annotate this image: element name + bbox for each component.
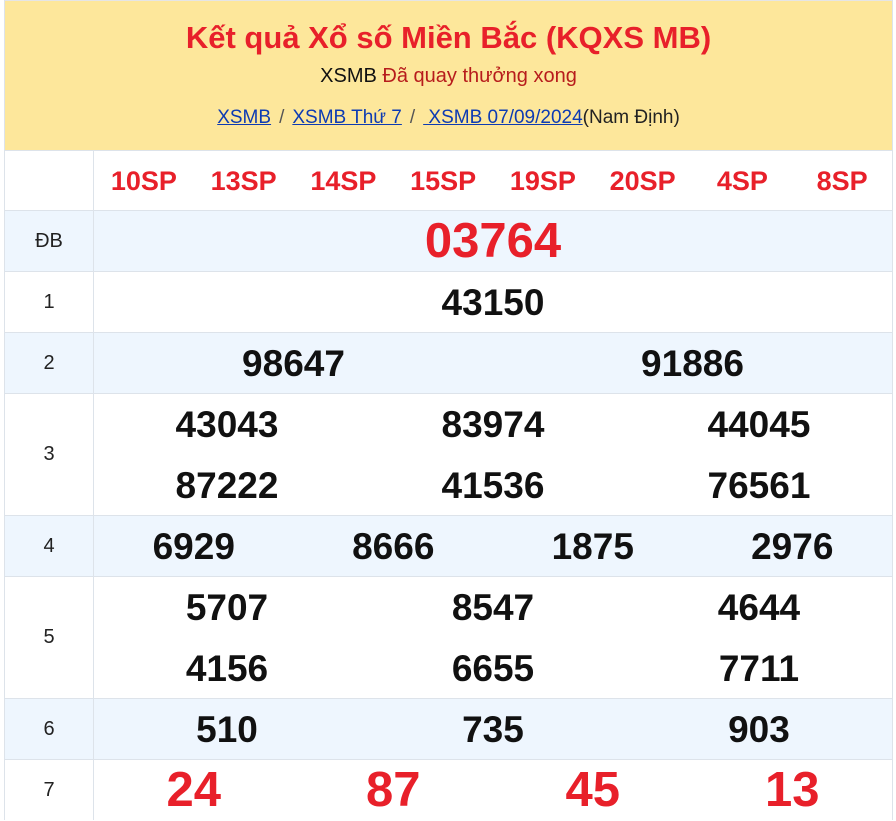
draw-status: XSMB Đã quay thưởng xong	[5, 63, 892, 89]
prize-number: 510	[196, 708, 258, 750]
breadcrumb-separator: /	[279, 107, 285, 128]
prize-label: 1	[5, 272, 94, 332]
prize-number: 7711	[718, 647, 800, 689]
prize-number: 5707	[185, 586, 269, 628]
prize-number: 6655	[451, 647, 535, 689]
prize-row: 3 43043 83974 44045 87222 41536 76561	[5, 393, 892, 515]
prize-number: 4644	[717, 586, 801, 628]
prize-number: 44045	[707, 403, 811, 445]
prize-numbers: 43150	[94, 272, 892, 332]
prize-row: 4 6929 8666 1875 2976	[5, 515, 892, 576]
prize-number: 43043	[175, 403, 279, 445]
prize-row: ĐB 03764	[5, 210, 892, 271]
prize-numbers: 6929 8666 1875 2976	[94, 516, 892, 576]
breadcrumb-separator: /	[409, 107, 416, 128]
prize-code: 19SP	[509, 165, 576, 196]
prize-number: 91886	[641, 342, 744, 384]
breadcrumb-xsmb-thu-7[interactable]: XSMB Thứ 7	[292, 107, 402, 128]
status-text: Đã quay thưởng xong	[382, 65, 577, 87]
prize-number: 8666	[352, 525, 435, 567]
prize-number: 1875	[551, 525, 634, 567]
prize-number: 8547	[451, 586, 535, 628]
breadcrumb-xsmb[interactable]: XSMB	[217, 107, 272, 128]
prize-number: 43150	[441, 281, 545, 323]
prize-numbers: 5707 8547 4644 4156 6655 7711	[94, 577, 892, 698]
prize-code: 13SP	[210, 165, 277, 196]
province-label: (Nam Định)	[582, 107, 680, 128]
prize-number: 903	[728, 708, 790, 750]
prize-number: 87222	[175, 464, 279, 506]
prize-label: 6	[5, 699, 94, 759]
prize-number: 41536	[441, 464, 545, 506]
prize-numbers: 24 87 45 13	[94, 760, 892, 820]
prize-code: 15SP	[410, 165, 477, 196]
prize-label: 4	[5, 516, 94, 576]
prize-row: 2 98647 91886	[5, 332, 892, 393]
prize-number: 87	[365, 762, 421, 817]
prize-code: 8SP	[816, 165, 868, 196]
breadcrumb-xsmb-date[interactable]: XSMB 07/09/2024	[423, 107, 583, 128]
prize-number: 83974	[441, 403, 545, 445]
prize-numbers: 03764	[94, 211, 892, 271]
results-table: 10SP 13SP 14SP 15SP 19SP 20SP 4SP 8SP ĐB 03764 1 43…	[5, 150, 892, 820]
prize-numbers: 510 735 903	[94, 699, 892, 759]
prize-number: 6929	[152, 525, 235, 567]
page-title: Kết quả Xổ số Miền Bắc (KQXS MB)	[185, 20, 712, 55]
prize-number: 2976	[751, 525, 834, 567]
prize-number: 76561	[707, 464, 811, 506]
codes-cells: 10SP 13SP 14SP 15SP 19SP 20SP 4SP 8SP	[94, 151, 892, 210]
breadcrumb: XSMB / XSMB Thứ 7 / XSMB 07/09/2024(Nam Địn…	[5, 107, 892, 129]
prize-code: 10SP	[110, 165, 177, 196]
prize-numbers: 98647 91886	[94, 333, 892, 393]
prize-label: 2	[5, 333, 94, 393]
prize-row: 6 510 735 903	[5, 698, 892, 759]
results-header: Kết quả Xổ số Miền Bắc (KQXS MB) XSMB Đã…	[5, 0, 892, 150]
prize-label: 5	[5, 577, 94, 698]
prize-label: ĐB	[5, 211, 94, 271]
prize-label: 7	[5, 760, 94, 820]
prize-number: 735	[462, 708, 524, 750]
prize-code: 4SP	[716, 165, 768, 196]
prize-code: 14SP	[310, 165, 377, 196]
prize-numbers: 43043 83974 44045 87222 41536 76561	[94, 394, 892, 515]
prize-row: 7 24 87 45 13	[5, 759, 892, 820]
prize-row: 1 43150	[5, 271, 892, 332]
prize-number: 13	[764, 762, 820, 817]
status-prefix: XSMB	[320, 65, 377, 87]
prize-row: 5 5707 8547 4644 4156 6655 7711	[5, 576, 892, 698]
results-panel: Kết quả Xổ số Miền Bắc (KQXS MB) XSMB Đã…	[4, 0, 893, 820]
codes-row: 10SP 13SP 14SP 15SP 19SP 20SP 4SP 8SP	[5, 150, 892, 210]
row-label-empty	[5, 151, 94, 210]
prize-number: 24	[166, 762, 221, 817]
prize-number: 45	[565, 762, 620, 817]
prize-code: 20SP	[609, 165, 676, 196]
prize-label: 3	[5, 394, 94, 515]
prize-number: 4156	[185, 647, 269, 689]
prize-number: 98647	[242, 342, 345, 384]
special-prize-number: 03764	[424, 213, 562, 268]
